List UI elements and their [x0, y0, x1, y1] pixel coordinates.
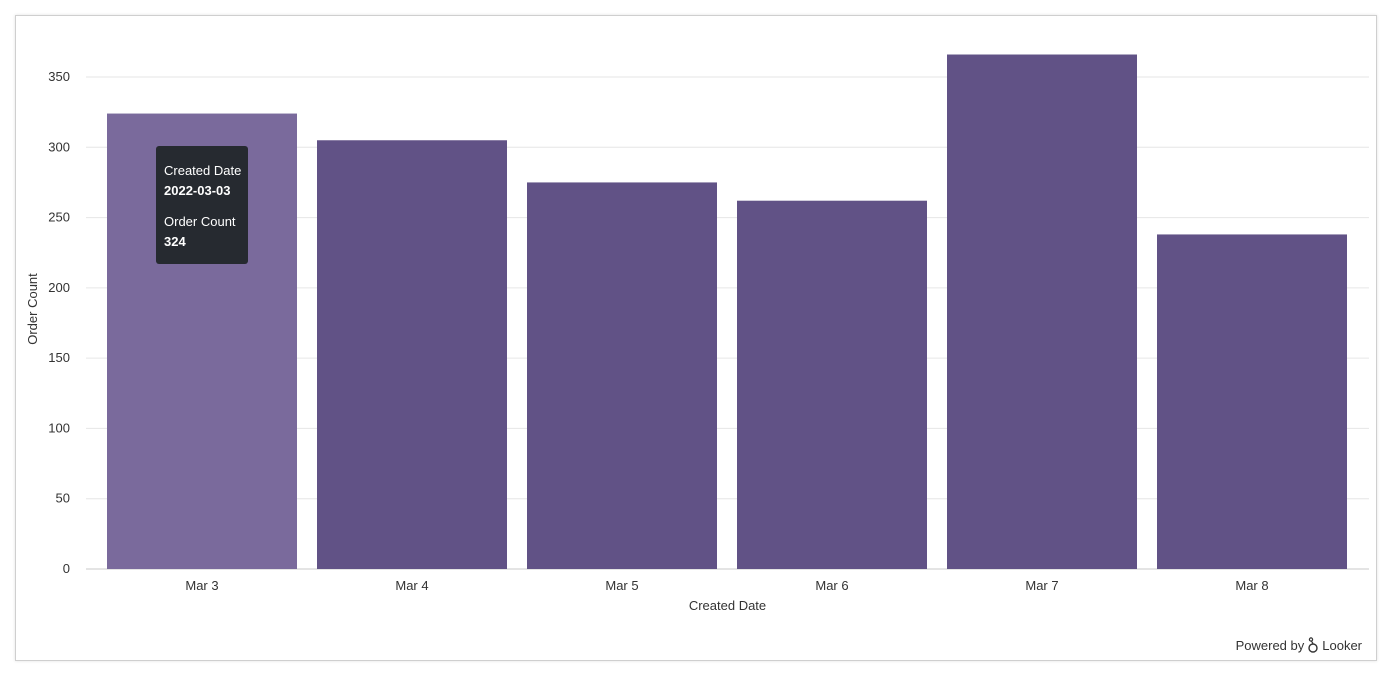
- tooltip-label-count: Order Count: [164, 214, 236, 229]
- bar-mar-7: [947, 54, 1137, 570]
- powered-by-looker: Powered by Looker: [1236, 637, 1362, 653]
- y-tick-label: 300: [48, 139, 70, 154]
- tooltip: Created Date 2022-03-03 Order Count 324: [156, 146, 248, 264]
- powered-by-text: Powered by: [1235, 637, 1305, 653]
- y-tick-label: 150: [48, 350, 70, 365]
- x-tick-label: Mar 3: [185, 578, 218, 593]
- x-tick-label: Mar 8: [1235, 578, 1268, 593]
- bar-mar-4: [317, 140, 507, 569]
- bar-mar-5: [527, 182, 717, 569]
- bar-mar-6: [737, 200, 927, 569]
- y-tick-label: 100: [48, 420, 70, 435]
- y-tick-label: 50: [56, 491, 70, 506]
- x-tick-label: Mar 4: [395, 578, 428, 593]
- y-tick-label: 250: [48, 210, 70, 225]
- tooltip-label-date: Created Date: [164, 163, 242, 178]
- y-tick-label: 350: [48, 69, 70, 84]
- y-axis-title: Order Count: [25, 273, 40, 345]
- looker-logo-icon: [1308, 637, 1318, 653]
- x-tick-label: Mar 5: [605, 578, 638, 593]
- y-tick-label: 0: [63, 561, 70, 576]
- x-tick-label: Mar 7: [1025, 578, 1058, 593]
- tooltip-value-date: 2022-03-03: [164, 183, 231, 198]
- bar-mar-8: [1157, 234, 1347, 569]
- x-axis-title: Created Date: [689, 598, 766, 613]
- looker-brand-text: Looker: [1322, 637, 1362, 653]
- y-tick-label: 200: [48, 280, 70, 295]
- x-tick-label: Mar 6: [815, 578, 848, 593]
- tooltip-value-count: 324: [164, 234, 186, 249]
